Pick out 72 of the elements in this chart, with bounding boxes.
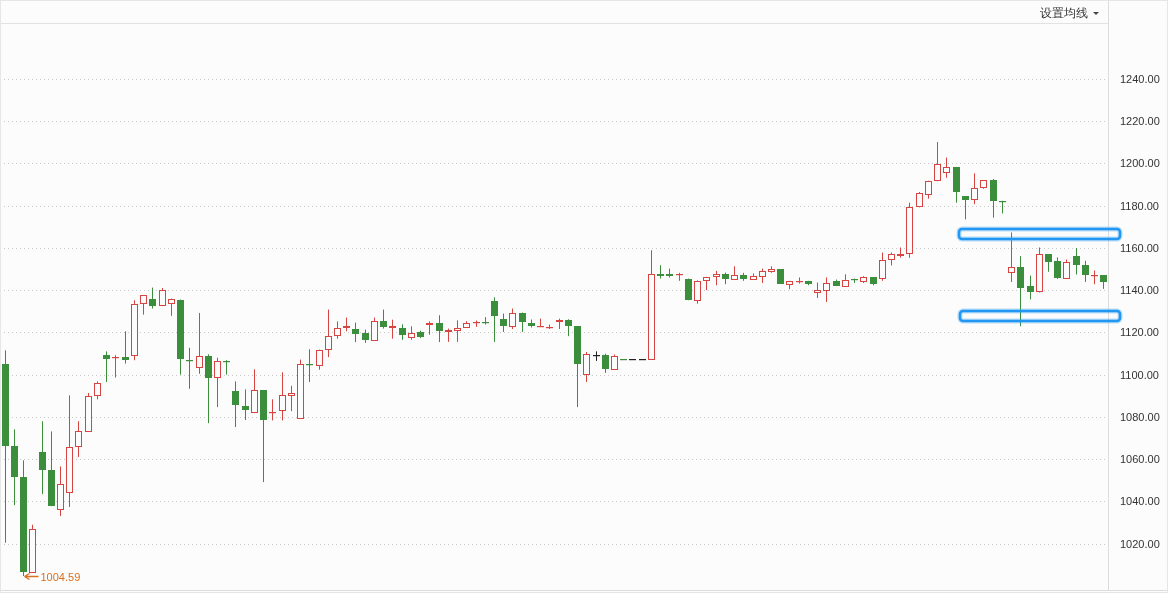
candlestick [380,309,387,330]
candlestick [860,277,867,282]
y-tick-label: 1220.00 [1120,115,1160,128]
candlestick [694,281,701,305]
candlestick [103,350,110,383]
candlestick [1082,260,1089,283]
candlestick [759,268,766,284]
candlestick [454,319,461,343]
candlestick [1017,255,1024,327]
candlestick [214,357,221,408]
candlestick [196,312,203,375]
candlestick [242,388,249,421]
candlestick [408,325,415,341]
y-tick-label: 1060.00 [1120,453,1160,466]
candlestick [500,313,507,333]
candlestick [325,309,332,358]
candlestick [990,180,997,219]
candlestick [1027,275,1034,300]
candlestick [94,380,101,400]
candlestick [1054,256,1061,278]
candlestick [362,329,369,344]
candlestick [768,265,775,272]
y-tick-label: 1160.00 [1120,241,1159,254]
candlestick [583,351,590,383]
y-tick-label: 1020.00 [1120,537,1160,550]
candlestick [971,172,978,205]
candlestick [713,270,720,286]
candlestick [75,420,82,458]
y-tick-label: 1080.00 [1120,410,1160,423]
y-tick-label: 1240.00 [1120,72,1160,85]
candlestick [11,428,18,506]
candlestick [491,296,498,343]
y-tick-label: 1140.00 [1120,284,1159,297]
candlestick [66,394,73,508]
candlestick [389,319,396,340]
candlestick [509,308,516,330]
candlestick [1008,231,1015,283]
y-tick-label: 1180.00 [1120,199,1159,212]
annotation: 1004.59 [40,570,81,583]
candlestick [122,330,129,365]
candlestick [565,320,572,337]
candlestick [343,317,350,332]
candlestick [288,385,295,412]
candlestick [57,465,64,517]
candlestick [2,349,9,544]
candlestick [814,282,821,299]
y-tick-label: 1040.00 [1120,495,1160,508]
candlestick [20,459,27,577]
y-tick-label: 1120.00 [1120,326,1159,339]
candlestick [149,287,156,310]
candlestick [1073,247,1080,276]
candlestick [740,272,747,282]
candlestick [426,320,433,336]
candlestick [279,371,286,421]
candlestick [131,299,138,361]
candlestick [399,323,406,341]
candlestick [334,320,341,340]
candlestick [39,420,46,495]
candlestick [205,353,212,424]
text: 设置均线 [1040,6,1088,20]
candlestick [232,380,239,428]
candlestick [906,202,913,259]
candlestick [943,157,950,179]
candlestick [352,322,359,343]
candlestick [657,264,664,280]
candlestick [436,314,443,343]
candlestick [897,246,904,259]
candlestick [879,252,886,282]
candlestick [528,318,535,329]
y-tick-label: 1100.00 [1120,368,1159,381]
candlestick [823,276,830,303]
y-tick-label: 1200.00 [1120,157,1160,170]
